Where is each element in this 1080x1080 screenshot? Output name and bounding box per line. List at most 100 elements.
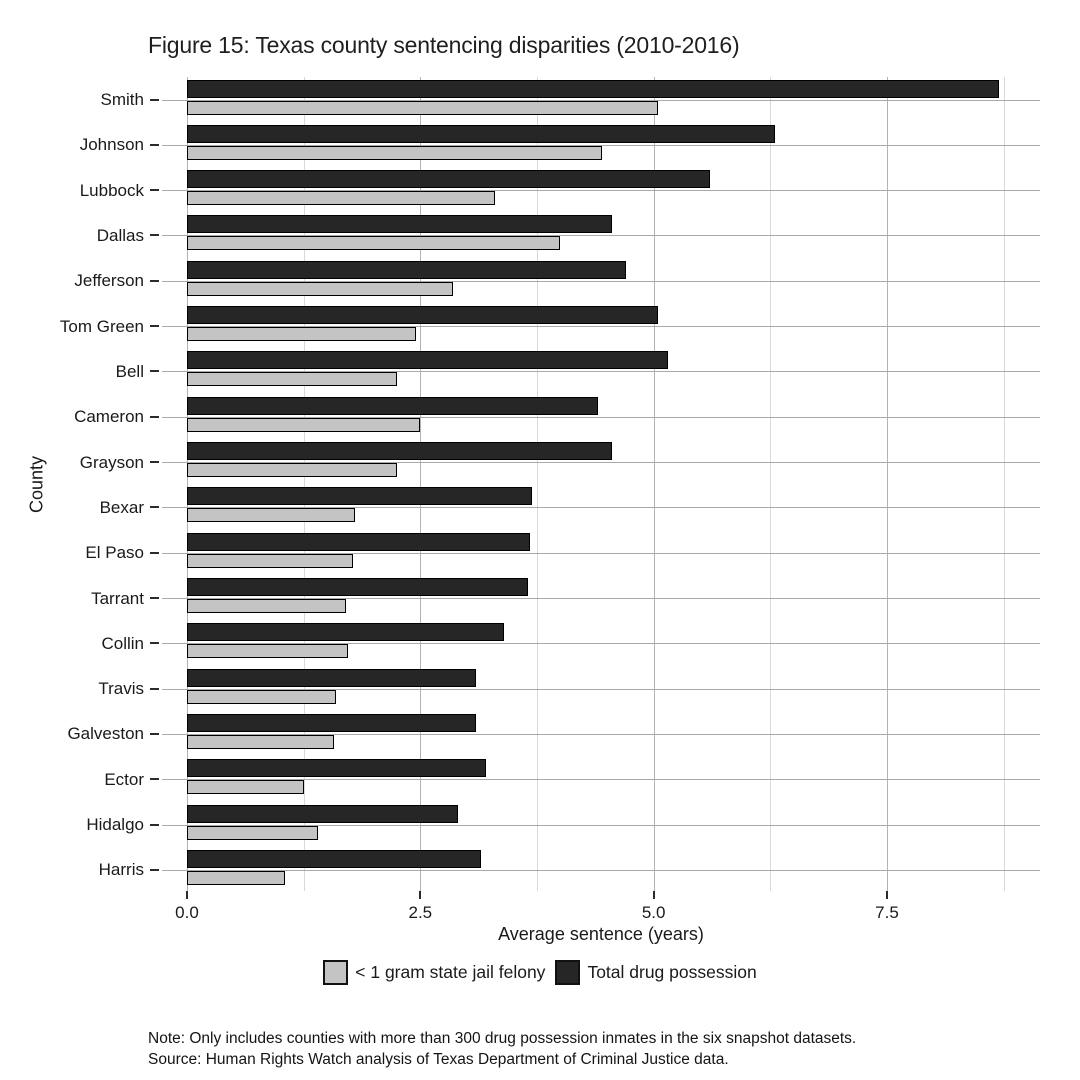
x-tick-label: 5.0 xyxy=(641,903,666,922)
row-gridline xyxy=(162,688,1040,690)
row-gridline xyxy=(162,824,1040,826)
y-tick xyxy=(150,687,159,690)
county-label: Galveston xyxy=(67,724,144,744)
major-gridline xyxy=(420,77,422,891)
county-label: Bell xyxy=(115,361,144,381)
y-tick xyxy=(150,325,159,328)
row-gridline xyxy=(162,326,1040,328)
row-gridline xyxy=(162,416,1040,418)
bar-under-1-gram xyxy=(187,644,348,659)
y-tick xyxy=(150,868,159,871)
major-gridline xyxy=(653,77,655,891)
x-tick-label: 0.0 xyxy=(175,903,199,922)
bar-under-1-gram xyxy=(187,599,346,614)
county-label: Tarrant xyxy=(91,588,144,608)
y-tick xyxy=(150,823,159,826)
county-label: Collin xyxy=(101,633,144,653)
minor-gridline xyxy=(1003,77,1005,891)
chart-title: Figure 15: Texas county sentencing dispa… xyxy=(148,32,740,58)
plot-panel xyxy=(162,77,1040,891)
y-tick xyxy=(150,98,159,101)
x-tick-label: 2.5 xyxy=(408,903,433,922)
bar-total-drug-possession xyxy=(187,849,481,868)
county-label: El Paso xyxy=(85,543,144,563)
county-label: Jefferson xyxy=(74,271,144,291)
y-tick xyxy=(150,642,159,645)
x-tick xyxy=(652,891,655,899)
bar-total-drug-possession xyxy=(187,124,775,143)
legend-item-total: Total drug possession xyxy=(555,960,757,985)
major-gridline xyxy=(886,77,888,891)
y-tick xyxy=(150,461,159,464)
bar-total-drug-possession xyxy=(187,79,999,98)
y-axis-title: County xyxy=(26,455,47,514)
row-gridline xyxy=(162,144,1040,146)
bar-under-1-gram xyxy=(187,463,397,478)
row-gridline xyxy=(162,462,1040,464)
bar-under-1-gram xyxy=(187,145,603,160)
bar-under-1-gram xyxy=(187,508,355,523)
x-tick xyxy=(885,891,888,899)
bar-under-1-gram xyxy=(187,327,416,342)
row-gridline xyxy=(162,507,1040,509)
bar-under-1-gram xyxy=(187,689,337,704)
bar-under-1-gram xyxy=(187,236,561,251)
y-tick xyxy=(150,279,159,282)
legend-label-total: Total drug possession xyxy=(587,962,757,982)
row-gridline xyxy=(162,235,1040,237)
bar-under-1-gram xyxy=(187,870,285,885)
county-label: Lubbock xyxy=(79,180,144,200)
bar-under-1-gram xyxy=(187,372,397,387)
legend-label-gram: < 1 gram state jail felony xyxy=(355,962,546,982)
county-label: Cameron xyxy=(74,407,144,427)
legend-swatch-dark xyxy=(555,960,581,985)
minor-gridline xyxy=(536,77,538,891)
bar-under-1-gram xyxy=(187,417,421,432)
x-axis-title: Average sentence (years) xyxy=(498,924,704,944)
bar-total-drug-possession xyxy=(187,260,626,279)
county-label: Tom Green xyxy=(59,316,144,336)
bar-under-1-gram xyxy=(187,281,453,296)
chart-notes: Note: Only includes counties with more t… xyxy=(148,1028,856,1070)
row-gridline xyxy=(162,552,1040,554)
y-tick xyxy=(150,506,159,509)
bar-total-drug-possession xyxy=(187,623,505,642)
note-line: Note: Only includes counties with more t… xyxy=(148,1030,857,1047)
bar-under-1-gram xyxy=(187,553,354,568)
minor-gridline xyxy=(770,77,772,891)
y-tick xyxy=(150,143,159,146)
county-label: Bexar xyxy=(99,497,144,517)
county-label: Ector xyxy=(104,769,144,789)
row-gridline xyxy=(162,99,1040,101)
bar-total-drug-possession xyxy=(187,713,477,732)
bar-under-1-gram xyxy=(187,825,318,840)
county-label: Harris xyxy=(98,860,144,880)
y-tick xyxy=(150,189,159,192)
bar-total-drug-possession xyxy=(187,215,612,234)
bar-total-drug-possession xyxy=(187,396,598,415)
x-tick xyxy=(186,891,188,899)
bar-total-drug-possession xyxy=(187,306,659,325)
bar-total-drug-possession xyxy=(187,442,612,461)
bar-total-drug-possession xyxy=(187,351,668,370)
row-gridline xyxy=(162,190,1040,192)
legend: < 1 gram state jail felony Total drug po… xyxy=(0,960,1080,985)
bar-under-1-gram xyxy=(187,100,659,115)
county-label: Grayson xyxy=(79,452,144,472)
row-gridline xyxy=(162,779,1040,781)
row-gridline xyxy=(162,733,1040,735)
bar-under-1-gram xyxy=(187,734,335,749)
row-gridline xyxy=(162,869,1040,871)
y-tick xyxy=(150,370,159,373)
bar-total-drug-possession xyxy=(187,578,528,597)
source-line: Source: Human Rights Watch analysis of T… xyxy=(148,1051,729,1068)
y-tick xyxy=(150,415,159,418)
bar-total-drug-possession xyxy=(187,759,486,778)
row-gridline xyxy=(162,598,1040,600)
bar-under-1-gram xyxy=(187,780,304,795)
bar-total-drug-possession xyxy=(187,170,710,189)
x-tick-label: 7.5 xyxy=(875,903,899,922)
bar-under-1-gram xyxy=(187,191,495,206)
county-label: Dallas xyxy=(96,225,144,245)
